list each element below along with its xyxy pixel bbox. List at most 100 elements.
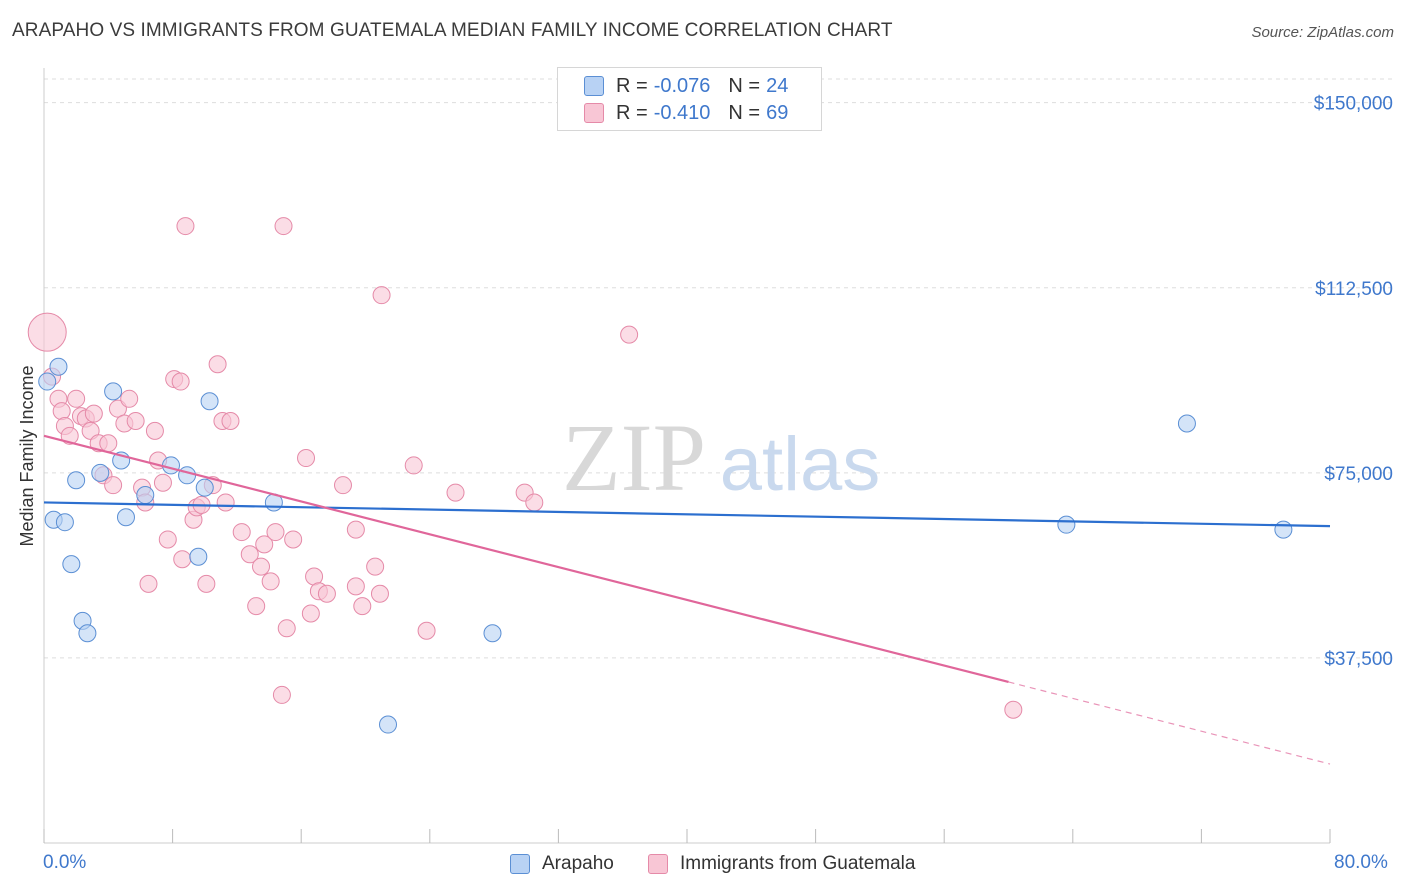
n-label: N = xyxy=(728,101,761,124)
guatemala-point xyxy=(67,389,86,408)
arapaho-point xyxy=(189,547,208,566)
guatemala-point xyxy=(84,404,103,423)
arapaho-point xyxy=(91,463,110,482)
legend-row-arapaho: R = -0.076 N = 24 xyxy=(584,74,788,98)
guatemala-point xyxy=(232,523,251,542)
watermark-atlas: atlas xyxy=(720,422,881,507)
r-value: -0.410 xyxy=(653,101,711,124)
watermark-zip: ZIP xyxy=(562,404,706,511)
y-tick-label: $37,500 xyxy=(1324,649,1393,670)
guatemala-point xyxy=(126,412,145,431)
guatemala-point xyxy=(346,520,365,539)
x-tick-label-min: 0.0% xyxy=(43,852,87,873)
guatemala-point xyxy=(525,493,544,512)
guatemala-point xyxy=(104,476,123,495)
arapaho-point xyxy=(104,382,123,401)
guatemala-point xyxy=(158,530,177,549)
arapaho-swatch xyxy=(510,854,530,874)
arapaho-point xyxy=(62,555,81,574)
guatemala-point xyxy=(27,312,67,352)
guatemala-point xyxy=(99,434,118,453)
r-label: R = xyxy=(616,101,648,124)
guatemala-point xyxy=(346,577,365,596)
trend-lines xyxy=(43,434,1331,765)
legend-label: Immigrants from Guatemala xyxy=(680,853,916,874)
guatemala-point xyxy=(446,483,465,502)
guatemala-point xyxy=(120,389,139,408)
arapaho-point xyxy=(483,624,502,643)
guatemala-point xyxy=(171,372,190,391)
guatemala-point xyxy=(404,456,423,475)
legend-row-guatemala: R = -0.410 N = 69 xyxy=(584,101,788,125)
arapaho-point xyxy=(55,513,74,532)
arapaho-swatch xyxy=(584,76,604,96)
arapaho-point xyxy=(49,357,68,376)
y-tick-labels: $37,500 $75,000 $112,500 $150,000 xyxy=(1314,94,1393,670)
guatemala-point xyxy=(139,574,158,593)
guatemala-point xyxy=(252,557,271,576)
gridlines xyxy=(44,78,1394,659)
y-tick-label: $75,000 xyxy=(1324,464,1393,485)
n-value: 24 xyxy=(766,74,789,97)
guatemala-point xyxy=(208,355,227,374)
y-tick-label: $112,500 xyxy=(1315,279,1393,300)
arapaho-point xyxy=(161,456,180,475)
arapaho-point xyxy=(116,508,135,527)
guatemala-point xyxy=(216,493,235,512)
arapaho-point xyxy=(1057,515,1076,534)
guatemala-point xyxy=(240,545,259,564)
guatemala-point xyxy=(417,621,436,640)
correlation-legend: R = -0.076 N = 24 R = -0.410 N = 69 xyxy=(557,67,822,131)
legend-label: Arapaho xyxy=(542,853,614,874)
arapaho-point xyxy=(1274,520,1293,539)
axes xyxy=(43,68,1331,844)
arapaho-point xyxy=(178,466,197,485)
guatemala-swatch xyxy=(584,103,604,123)
guatemala-point xyxy=(176,217,195,236)
r-label: R = xyxy=(616,74,648,97)
n-value: 69 xyxy=(766,101,789,124)
guatemala-point xyxy=(272,685,291,704)
legend-item-guatemala[interactable]: Immigrants from Guatemala xyxy=(648,852,915,876)
guatemala-point xyxy=(247,597,266,616)
guatemala-point xyxy=(261,572,280,591)
guatemala-point xyxy=(366,557,385,576)
guatemala-trend-line xyxy=(43,434,1009,684)
guatemala-point xyxy=(197,574,216,593)
guatemala-point xyxy=(297,449,316,468)
r-value: -0.076 xyxy=(653,74,711,97)
guatemala-point xyxy=(317,584,336,603)
arapaho-point xyxy=(136,486,155,505)
n-label: N = xyxy=(728,74,761,97)
arapaho-point xyxy=(38,372,57,391)
guatemala-point xyxy=(353,597,372,616)
data-points xyxy=(27,217,1293,734)
arapaho-point xyxy=(67,471,86,490)
guatemala-point xyxy=(301,604,320,623)
legend-item-arapaho[interactable]: Arapaho xyxy=(510,852,614,876)
guatemala-point xyxy=(620,325,639,344)
arapaho-point xyxy=(379,715,398,734)
guatemala-point xyxy=(274,217,293,236)
arapaho-point xyxy=(78,624,97,643)
guatemala-point xyxy=(333,476,352,495)
guatemala-trend-extension xyxy=(1008,681,1331,765)
chart-title: ARAPAHO VS IMMIGRANTS FROM GUATEMALA MED… xyxy=(12,20,893,41)
guatemala-point xyxy=(145,421,164,440)
guatemala-point xyxy=(372,286,391,305)
guatemala-point xyxy=(277,619,296,638)
guatemala-point xyxy=(173,550,192,569)
x-tick-label-max: 80.0% xyxy=(1334,852,1388,873)
arapaho-point xyxy=(200,392,219,411)
guatemala-point xyxy=(1004,700,1023,719)
y-axis-label: Median Family Income xyxy=(17,365,37,546)
guatemala-point xyxy=(284,530,303,549)
arapaho-trend-line xyxy=(43,501,1331,528)
series-legend: Arapaho Immigrants from Guatemala xyxy=(0,852,1406,876)
y-tick-label: $150,000 xyxy=(1314,94,1393,115)
guatemala-point xyxy=(153,473,172,492)
guatemala-point xyxy=(60,426,79,445)
guatemala-swatch xyxy=(648,854,668,874)
guatemala-point xyxy=(255,535,274,554)
